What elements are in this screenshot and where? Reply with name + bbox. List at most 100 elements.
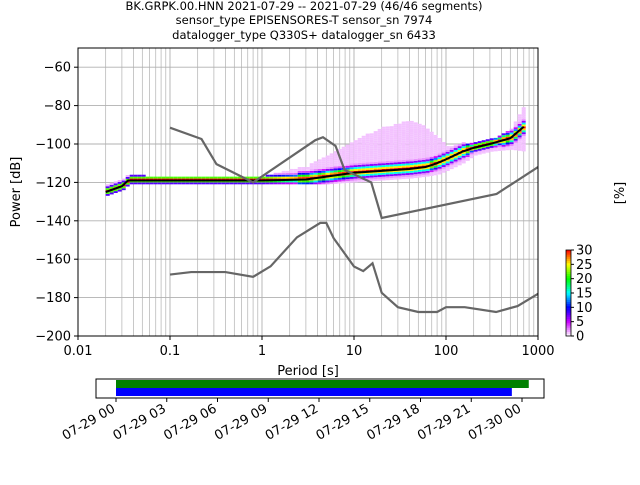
density-cell [425, 174, 430, 177]
density-cell [377, 155, 382, 158]
density-cell [381, 138, 386, 141]
density-cell [421, 175, 426, 178]
density-cell [325, 182, 330, 185]
density-cell [125, 175, 130, 177]
density-cell [381, 147, 386, 150]
density-cell [421, 154, 426, 156]
density-cell [325, 167, 330, 169]
density-cell [385, 143, 390, 146]
density-cell [389, 143, 394, 146]
density-cell [317, 161, 322, 164]
density-cell [505, 130, 510, 133]
density-cell [369, 158, 374, 161]
density-cell [249, 182, 254, 185]
density-cell [409, 142, 414, 144]
density-cell [441, 147, 446, 150]
density-cell [473, 153, 478, 156]
density-cell [469, 144, 474, 147]
density-cell [509, 140, 514, 143]
density-cell [393, 171, 398, 174]
density-cell [433, 156, 438, 159]
density-cell [377, 128, 382, 131]
density-cell [361, 164, 366, 167]
density-cell [205, 176, 210, 179]
density-cell [453, 155, 458, 158]
density-cell [505, 148, 510, 151]
density-cell [329, 164, 334, 167]
density-cell [429, 152, 434, 155]
density-cell [221, 176, 226, 179]
density-cell [481, 140, 486, 143]
colorbar-segment [566, 271, 571, 274]
density-cell [345, 181, 350, 183]
density-cell [409, 172, 414, 175]
density-cell [321, 178, 326, 181]
density-cell [377, 146, 382, 149]
density-cell [453, 148, 458, 150]
timeline-tick-label: 07-29 09 [212, 401, 270, 443]
colorbar-segment [566, 254, 571, 257]
density-cell [409, 174, 414, 177]
density-cell [357, 159, 362, 162]
title-line-1: BK.GRPK.00.HNN 2021-07-29 -- 2021-07-29 … [125, 0, 482, 13]
density-cell [497, 137, 502, 140]
density-cell [381, 155, 386, 158]
density-cell [313, 167, 318, 169]
density-cell [437, 168, 442, 171]
density-cell [425, 157, 430, 160]
density-cell [389, 135, 394, 138]
density-cell [377, 132, 382, 135]
density-cell [157, 176, 162, 179]
density-cell [385, 149, 390, 152]
density-cell [317, 174, 322, 177]
density-cell [309, 180, 314, 183]
density-cell [257, 182, 262, 185]
density-cell [517, 145, 522, 147]
density-cell [189, 176, 194, 179]
density-cell [141, 174, 146, 177]
density-cell [397, 123, 402, 126]
density-cell [133, 182, 138, 185]
density-cell [313, 168, 318, 171]
density-cell [385, 147, 390, 150]
density-cell [117, 189, 122, 192]
density-cell [425, 147, 430, 150]
density-cell [417, 141, 422, 144]
colorbar-segment [566, 320, 571, 324]
density-cell [161, 176, 166, 179]
density-cell [429, 158, 434, 161]
density-cell [385, 176, 390, 179]
density-cell [305, 167, 310, 169]
density-cell [517, 122, 522, 124]
density-cell [261, 182, 266, 185]
density-cell [389, 172, 394, 175]
density-cell [341, 177, 346, 180]
density-cell [317, 163, 322, 166]
density-cell [325, 157, 330, 160]
density-cell [441, 161, 446, 164]
density-cell [405, 173, 410, 175]
density-cell [341, 179, 346, 182]
y-ticks: −200 −180 −160 −140 −120 −100 −80 −60 [35, 61, 78, 345]
density-cell [357, 153, 362, 156]
colorbar-segment [566, 314, 571, 317]
density-cell [409, 145, 414, 148]
density-cell [409, 153, 414, 156]
density-cell [373, 136, 378, 139]
density-cell [385, 137, 390, 140]
density-cell [417, 146, 422, 149]
density-cell [421, 163, 426, 166]
density-cell [321, 159, 326, 162]
density-cell [337, 175, 342, 178]
density-cell [373, 154, 378, 157]
density-cell [209, 182, 214, 185]
density-cell [345, 163, 350, 166]
density-cell [105, 192, 110, 194]
density-cell [349, 144, 354, 147]
density-cell [425, 128, 430, 131]
density-cell [365, 156, 370, 159]
density-cell [365, 173, 370, 176]
density-cell [413, 151, 418, 154]
density-cell [365, 150, 370, 153]
density-cell [349, 153, 354, 156]
